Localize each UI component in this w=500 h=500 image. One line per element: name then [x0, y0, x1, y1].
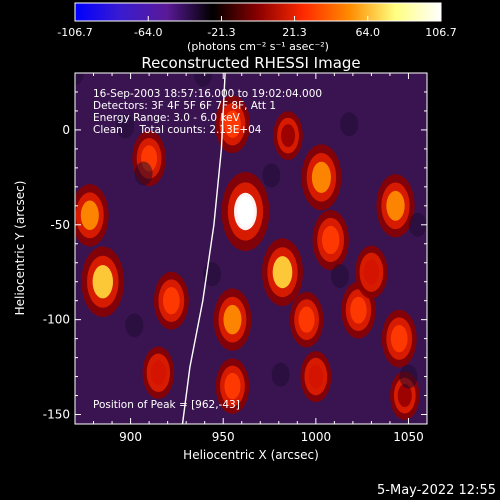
heat-source [81, 246, 125, 317]
dark-spot [134, 161, 153, 186]
heatmap-sources [75, 73, 427, 420]
colorbar-tick-label: -21.3 [207, 26, 235, 39]
heat-source [273, 111, 303, 160]
x-axis-label: Heliocentric X (arcsec) [183, 448, 319, 462]
x-tick-label: 900 [119, 430, 142, 444]
y-tick-label: -50 [50, 218, 70, 232]
annotation-time: 16-Sep-2003 18:57:16.000 to 19:02:04.000 [93, 88, 322, 100]
heat-source [142, 346, 175, 399]
y-tick-label: 0 [62, 123, 70, 137]
heat-source [390, 371, 420, 420]
y-tick-label: -150 [43, 408, 70, 422]
dark-spot [193, 73, 212, 87]
heat-source [301, 144, 342, 211]
colorbar-tick-label: -106.7 [57, 26, 92, 39]
heat-source [381, 309, 417, 368]
dark-spot [262, 163, 281, 188]
annotation-peak: Position of Peak = [962,-43] [93, 399, 240, 411]
colorbar-tick-label: 21.3 [282, 26, 307, 39]
heat-source [312, 209, 349, 270]
annotation-detectors: Detectors: 3F 4F 5F 6F 7F 8F, Att 1 [93, 100, 276, 112]
dark-spot [125, 313, 144, 338]
heat-source [75, 184, 109, 247]
dark-spot [330, 264, 349, 289]
colorbar [74, 2, 442, 22]
chart-title: Reconstructed RHESSI Image [141, 54, 360, 72]
dark-spot [116, 114, 135, 139]
y-tick-label: -100 [43, 313, 70, 327]
colorbar-tick-label: -64.0 [134, 26, 162, 39]
solar-limb-curve [181, 73, 226, 424]
heat-source [213, 288, 252, 351]
colorbar-ticks: -106.7 -64.0 -21.3 21.3 64.0 106.7 [57, 16, 457, 39]
dark-spot [340, 112, 359, 137]
dark-spot [271, 362, 290, 387]
heat-source [261, 238, 304, 307]
heat-source [215, 358, 250, 414]
plot-frame [74, 72, 428, 425]
dark-spot [408, 212, 427, 237]
dark-spot [399, 364, 418, 389]
x-tick-label: 1000 [301, 430, 332, 444]
heat-source [376, 174, 415, 238]
x-tick-label: 1050 [393, 430, 424, 444]
heat-source [300, 351, 332, 403]
colorbar-tick-label: 64.0 [356, 26, 381, 39]
dark-spot [75, 73, 84, 85]
y-axis: 0 -50 -100 -150 [43, 91, 427, 422]
annotation-energy: Energy Range: 3.0 - 6.0 keV [93, 112, 241, 124]
colorbar-tick-label: 106.7 [425, 26, 457, 39]
footer-date: 5-May-2022 12:55 [377, 483, 496, 498]
heat-source [355, 245, 388, 299]
x-tick-label: 950 [212, 430, 235, 444]
heat-source [289, 291, 324, 348]
annotation-clean: Clean Total counts: 2.13E+04 [93, 124, 262, 136]
heat-source [153, 271, 189, 330]
heat-source [221, 171, 270, 252]
colorbar-unit-label: (photons cm⁻² s⁻¹ asec⁻²) [187, 40, 329, 53]
x-axis: 900 950 1000 1050 [93, 73, 428, 444]
y-axis-label: Heliocentric Y (arcsec) [13, 181, 27, 316]
